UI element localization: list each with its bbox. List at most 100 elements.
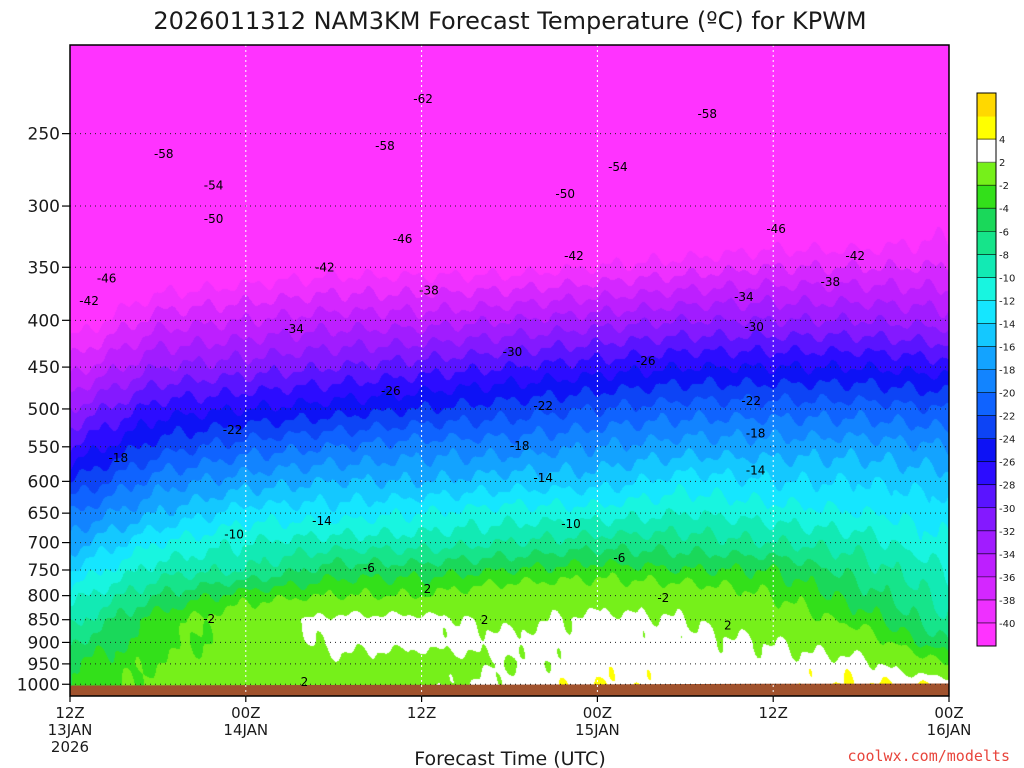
y-tick-label: 950 bbox=[28, 655, 60, 675]
credit-text: coolwx.com/modelts bbox=[847, 747, 1010, 765]
colorbar-label: -30 bbox=[999, 504, 1015, 515]
contour-label: -14 bbox=[746, 464, 766, 478]
colorbar-swatch bbox=[977, 599, 996, 624]
colorbar-swatch bbox=[977, 116, 996, 140]
colorbar-swatch bbox=[977, 507, 996, 532]
contour-label: 2 bbox=[424, 582, 432, 596]
contour-label: -22 bbox=[223, 423, 243, 437]
colorbar-label: -12 bbox=[999, 296, 1015, 307]
colorbar-swatch bbox=[977, 415, 996, 440]
contour-label: -38 bbox=[419, 283, 439, 297]
colorbar-label: -8 bbox=[999, 250, 1009, 261]
ground-surface bbox=[70, 683, 949, 696]
contour-label: -26 bbox=[636, 354, 656, 368]
colorbar-swatch bbox=[977, 185, 996, 209]
colorbar-label: -36 bbox=[999, 573, 1015, 584]
contour-label: -30 bbox=[503, 345, 523, 359]
colorbar-label: -28 bbox=[999, 481, 1015, 492]
contour-label: -10 bbox=[224, 528, 244, 542]
colorbar-label: 2 bbox=[999, 158, 1005, 169]
contour-labels: -62-58-58-58-54-54-50-50-46-46-46-42-42-… bbox=[79, 92, 865, 689]
contour-label: -42 bbox=[79, 294, 99, 308]
contour-label: -26 bbox=[381, 384, 401, 398]
colorbar-swatch bbox=[977, 93, 996, 117]
colorbar-swatch bbox=[977, 231, 996, 255]
colorbar-label: -18 bbox=[999, 366, 1015, 377]
colorbar-swatch bbox=[977, 461, 996, 486]
y-tick-label: 550 bbox=[28, 438, 60, 458]
x-tick-label: 16JAN bbox=[927, 721, 972, 739]
contour-label: -42 bbox=[845, 249, 865, 263]
colorbar-swatch bbox=[977, 277, 996, 301]
colorbar-label: -26 bbox=[999, 458, 1015, 469]
contour-label: -34 bbox=[734, 290, 754, 304]
y-axis: 2503003504004505005506006507007508008509… bbox=[17, 125, 70, 695]
x-axis-label: Forecast Time (UTC) bbox=[414, 748, 605, 768]
colorbar-label: -14 bbox=[999, 319, 1015, 330]
x-tick-label: 12Z bbox=[759, 704, 788, 722]
contour-label: -50 bbox=[204, 212, 224, 226]
colorbar-swatch bbox=[977, 438, 996, 463]
colorbar-swatch bbox=[977, 553, 996, 578]
contour-label: -2 bbox=[657, 591, 669, 605]
contour-label: -58 bbox=[154, 147, 174, 161]
temperature-field bbox=[70, 45, 949, 696]
contour-label: -18 bbox=[746, 427, 766, 441]
y-tick-label: 650 bbox=[28, 504, 60, 524]
contour-label: -18 bbox=[510, 439, 530, 453]
contour-label: -62 bbox=[413, 92, 433, 106]
colorbar-swatch bbox=[977, 576, 996, 601]
terrain-fill bbox=[70, 683, 949, 696]
contour-label: -6 bbox=[363, 561, 375, 575]
y-tick-label: 900 bbox=[28, 633, 60, 653]
colorbar-swatch bbox=[977, 323, 996, 347]
colorbar-swatch bbox=[977, 530, 996, 555]
contour-label: -10 bbox=[561, 517, 581, 531]
contour-label: -46 bbox=[97, 271, 117, 285]
y-tick-label: 500 bbox=[28, 400, 60, 420]
colorbar-label: -32 bbox=[999, 527, 1015, 538]
colorbar-label: -16 bbox=[999, 342, 1015, 353]
y-tick-label: 600 bbox=[28, 472, 60, 492]
x-tick-label: 00Z bbox=[231, 704, 260, 722]
chart-title: 2026011312 NAM3KM Forecast Temperature (… bbox=[153, 7, 866, 35]
x-tick-label: 15JAN bbox=[575, 721, 620, 739]
contour-label: -58 bbox=[375, 139, 395, 153]
y-tick-label: 450 bbox=[28, 358, 60, 378]
contour-label: -46 bbox=[766, 222, 786, 236]
contour-label: -30 bbox=[744, 320, 764, 334]
y-tick-label: 800 bbox=[28, 587, 60, 607]
contour-label: -42 bbox=[315, 260, 335, 274]
y-tick-label: 1000 bbox=[17, 675, 60, 695]
plot-frame bbox=[69, 44, 950, 697]
y-tick-label: 750 bbox=[28, 561, 60, 581]
x-tick-label: 14JAN bbox=[223, 721, 268, 739]
contour-label: -46 bbox=[393, 232, 413, 246]
colorbar-label: -4 bbox=[999, 204, 1009, 215]
colorbar-swatch bbox=[977, 254, 996, 278]
contour-label: -14 bbox=[312, 514, 332, 528]
colorbar-label: -20 bbox=[999, 389, 1015, 400]
vertical-gridlines bbox=[245, 45, 774, 696]
colorbar-label: -10 bbox=[999, 273, 1015, 284]
contour-label: -6 bbox=[613, 551, 625, 565]
colorbar-label: 4 bbox=[999, 135, 1005, 146]
colorbar-label: -38 bbox=[999, 596, 1015, 607]
contour-label: -58 bbox=[697, 107, 717, 121]
x-tick-label: 12Z bbox=[407, 704, 436, 722]
colorbar: -40-38-36-34-32-30-28-26-24-22-20-18-16-… bbox=[976, 92, 1015, 647]
colorbar-label: -6 bbox=[999, 227, 1009, 238]
colorbar-label: -2 bbox=[999, 181, 1009, 192]
contour-label: -22 bbox=[533, 399, 553, 413]
colorbar-label: -22 bbox=[999, 412, 1015, 423]
contour-label: -54 bbox=[204, 179, 224, 193]
y-tick-label: 350 bbox=[28, 258, 60, 278]
colorbar-swatch bbox=[977, 346, 996, 370]
y-tick-label: 850 bbox=[28, 611, 60, 631]
y-tick-label: 250 bbox=[28, 125, 60, 145]
y-tick-label: 700 bbox=[28, 534, 60, 554]
colorbar-swatch bbox=[977, 300, 996, 324]
colorbar-swatch bbox=[977, 208, 996, 232]
contour-label: 2 bbox=[724, 619, 732, 633]
